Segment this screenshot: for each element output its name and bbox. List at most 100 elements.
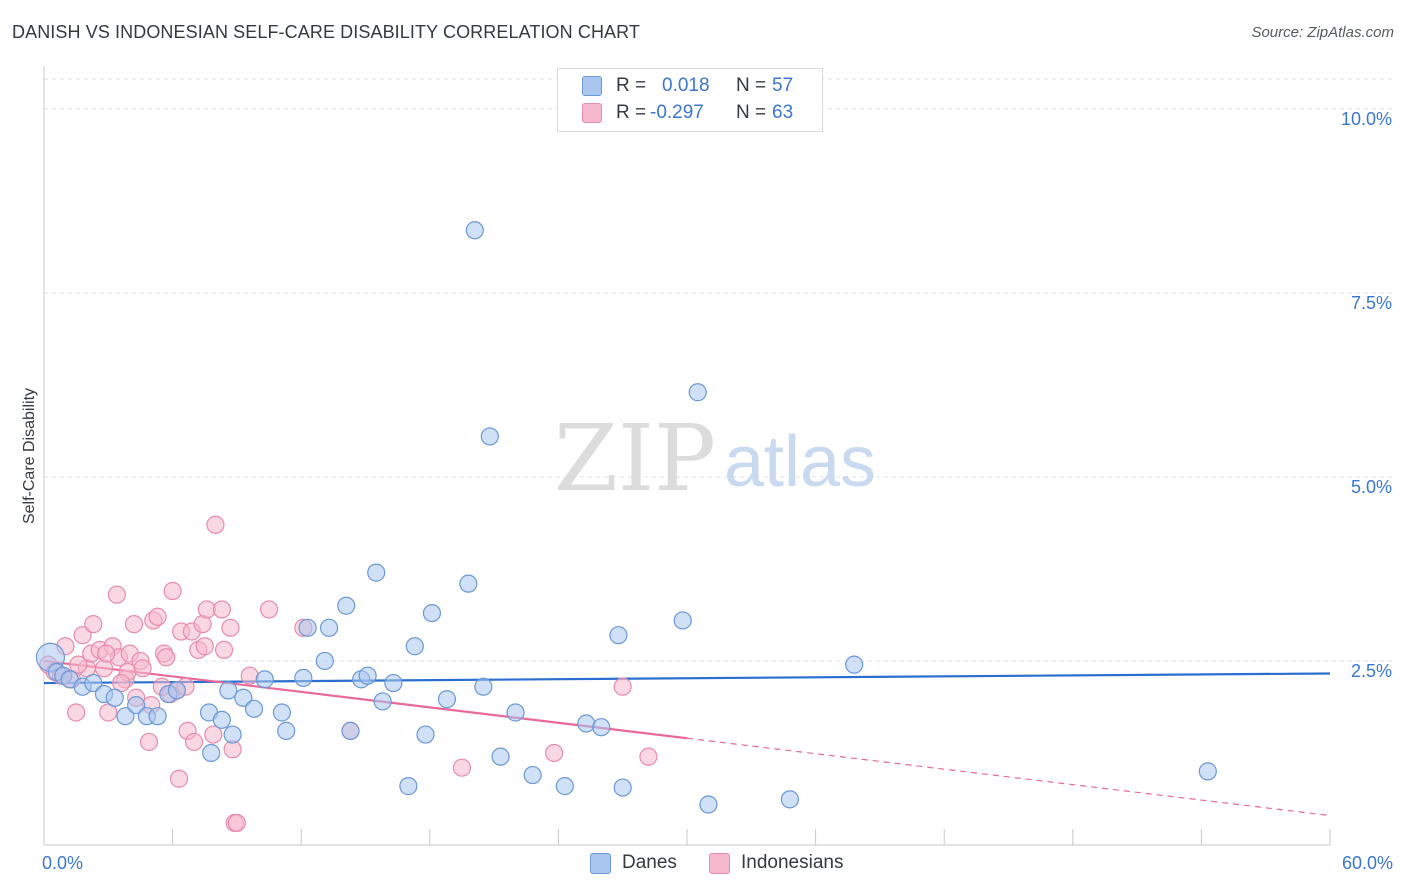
danes-swatch — [582, 76, 602, 96]
source-credit: Source: ZipAtlas.com — [1251, 24, 1394, 41]
danes-point — [116, 707, 135, 726]
danes-point — [459, 574, 478, 593]
danes-point — [212, 710, 231, 729]
danes-point — [405, 637, 424, 656]
danes-point — [465, 221, 484, 240]
indonesians-point — [67, 703, 86, 722]
danes-trend-line — [43, 672, 1331, 685]
axes — [43, 66, 1331, 846]
danes-point — [480, 427, 499, 446]
gridlines — [44, 78, 1392, 662]
danes-point — [167, 681, 186, 700]
y-tick-label: 2.5% — [1351, 661, 1392, 681]
x-tick-label: 60.0% — [1342, 853, 1393, 873]
y-tick-label: 7.5% — [1351, 293, 1392, 313]
indonesians-legend-swatch — [709, 853, 730, 874]
danes-legend-swatch — [590, 853, 611, 874]
indonesians-point — [169, 769, 189, 788]
danes-point — [491, 747, 510, 766]
danes-point — [127, 696, 146, 715]
correlation-legend: R = 0.018 N = 57 R = -0.297 N = 63 — [557, 68, 823, 132]
danes-n-value: 57 — [772, 75, 794, 96]
danes-point — [277, 721, 296, 740]
danes-point — [148, 707, 167, 726]
danes-point — [105, 688, 124, 707]
indonesians-point — [84, 615, 103, 634]
danes-point — [399, 777, 418, 796]
indonesians-point — [133, 659, 152, 678]
indonesians-n-value: 63 — [772, 102, 794, 123]
danes-point — [523, 765, 542, 785]
indonesians-point — [545, 743, 564, 763]
indonesians-point — [163, 581, 182, 601]
danes-point — [367, 563, 386, 582]
indonesians-point — [157, 648, 176, 667]
danes-point — [506, 703, 525, 722]
danes-point — [437, 690, 457, 709]
danes-point — [673, 611, 692, 630]
indonesians-point — [97, 644, 116, 663]
indonesians-point — [148, 607, 167, 626]
danes-point — [298, 618, 317, 637]
danes-point — [613, 778, 632, 797]
danes-point — [234, 688, 253, 707]
watermark-atlas: atlas — [724, 422, 876, 502]
danes-point — [1198, 762, 1217, 781]
danes-point — [255, 670, 274, 689]
danes-point — [373, 692, 392, 711]
indonesians-point — [221, 618, 240, 637]
x-tick-label: 0.0% — [42, 853, 83, 873]
danes-point — [474, 677, 493, 696]
danes-point — [416, 725, 435, 744]
indonesians-point — [69, 655, 88, 674]
danes-point — [202, 743, 221, 763]
danes-point — [294, 668, 313, 687]
danes-r-label: R = — [616, 75, 647, 96]
indonesians-point — [214, 640, 234, 660]
indonesians-point — [73, 626, 92, 645]
danes-point — [84, 673, 103, 693]
y-tick-label: 10.0% — [1341, 109, 1392, 129]
danes-point — [577, 714, 596, 733]
danes-point — [319, 618, 339, 637]
indonesians-swatch — [582, 103, 602, 123]
indonesians-trend-extension — [686, 737, 1331, 817]
danes-point — [688, 383, 707, 402]
indonesians-point — [107, 585, 126, 604]
indonesians-point — [212, 600, 231, 619]
danes-legend-label: Danes — [622, 852, 677, 873]
indonesians-point — [452, 758, 472, 777]
indonesians-r-value: -0.297 — [650, 102, 704, 123]
indonesians-point — [184, 732, 204, 752]
danes-point — [315, 651, 334, 671]
chart-title: DANISH VS INDONESIAN SELF-CARE DISABILIT… — [12, 22, 641, 42]
danes-point — [223, 725, 242, 744]
indonesians-point — [139, 732, 159, 752]
indonesians-point — [639, 747, 658, 766]
danes-point — [699, 795, 718, 814]
danes-point — [272, 703, 292, 722]
danes-point — [780, 790, 799, 809]
danes-point — [592, 718, 611, 737]
danes-point — [337, 596, 356, 615]
danes-point — [609, 626, 628, 645]
danes-point — [555, 777, 574, 796]
indonesians-point — [227, 813, 246, 833]
danes-n-label: N = — [736, 75, 767, 96]
indonesians-point — [240, 666, 259, 685]
danes-point — [358, 666, 377, 685]
watermark: ZIP atlas — [554, 405, 876, 512]
danes-point — [845, 655, 864, 674]
indonesians-n-label: N = — [736, 102, 767, 123]
indonesians-point — [613, 677, 632, 696]
danes-point — [219, 681, 238, 700]
y-tick-label: 5.0% — [1351, 477, 1392, 497]
danes-point — [384, 673, 403, 693]
indonesians-r-label: R = — [616, 102, 647, 123]
indonesians-point — [259, 600, 279, 619]
tick-labels: 2.5% 5.0% 7.5% 10.0% 0.0% 60.0% — [42, 109, 1393, 873]
indonesians-point — [204, 725, 223, 744]
danes-point — [422, 603, 442, 623]
indonesians-legend-label: Indonesians — [741, 852, 844, 873]
